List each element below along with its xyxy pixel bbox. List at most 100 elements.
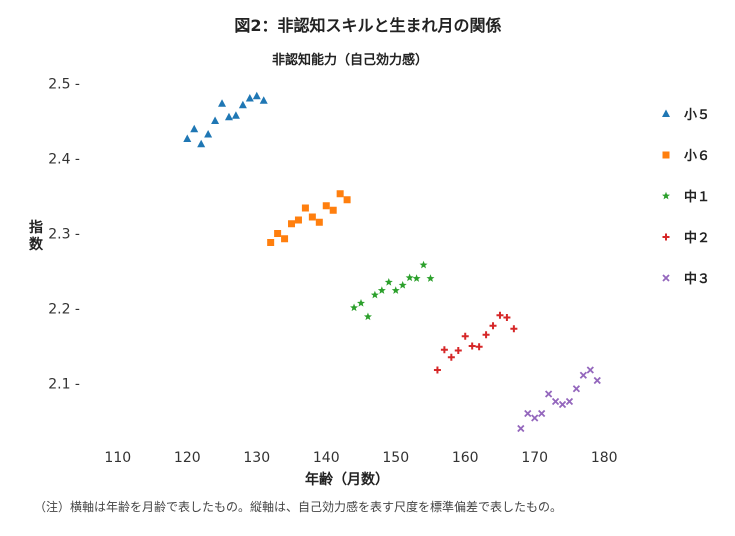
legend-marker — [662, 151, 670, 159]
data-point — [350, 303, 359, 312]
y-tick-label: 2.5 - — [48, 77, 80, 93]
data-point — [218, 99, 227, 107]
data-point — [496, 311, 504, 319]
legend-item: 小６ — [662, 149, 710, 164]
y-tick-label: 2.1 - — [48, 377, 80, 393]
x-tick-label: 130 — [243, 450, 270, 466]
data-point — [336, 190, 344, 198]
y-tick-label: 2.4 - — [48, 152, 80, 168]
data-point — [294, 216, 302, 224]
legend-label: 中１ — [684, 189, 710, 205]
x-tick-label: 120 — [174, 450, 201, 466]
data-point — [586, 366, 594, 374]
y-axis-label-char: 数 — [29, 236, 44, 253]
y-axis-label: 指数 — [29, 219, 44, 253]
x-tick-label: 160 — [452, 450, 479, 466]
data-point — [538, 409, 546, 418]
data-point — [245, 94, 254, 102]
data-point — [357, 299, 365, 307]
x-axis-label: 年齢（月数） — [305, 471, 389, 488]
data-point — [370, 290, 379, 299]
y-tick-label: 2.3 - — [48, 227, 80, 243]
y-axis-ticks: 2.1 - 2.2 - 2.3 - 2.4 - 2.5 - — [48, 77, 80, 393]
series-4 — [433, 311, 518, 374]
data-point — [391, 286, 400, 294]
data-point — [447, 353, 455, 361]
legend: 小５ 小６ 中１ 中２ 中３ — [662, 108, 710, 287]
data-point — [183, 134, 192, 142]
legend-item: 中３ — [662, 271, 710, 287]
data-point — [433, 366, 441, 374]
data-point — [475, 343, 483, 351]
y-tick-label: 2.2 - — [48, 302, 80, 318]
data-point — [315, 218, 323, 226]
data-point — [544, 390, 553, 398]
data-point — [377, 286, 386, 294]
x-tick-label: 170 — [521, 450, 548, 466]
series-3 — [350, 260, 435, 321]
legend-item: 小５ — [662, 108, 710, 123]
data-point — [503, 314, 511, 321]
data-point — [524, 409, 532, 418]
data-point — [211, 116, 220, 124]
data-point — [565, 397, 574, 406]
data-point — [252, 91, 261, 100]
series-1 — [183, 91, 268, 148]
legend-label: 小５ — [684, 108, 710, 123]
y-axis-label-char: 指 — [29, 219, 43, 236]
legend-marker — [662, 191, 670, 200]
data-series — [183, 91, 601, 433]
data-point — [426, 274, 435, 282]
data-point — [329, 206, 337, 214]
data-point — [238, 100, 247, 109]
chart-subtitle: 非認知能力（自己効力感） — [272, 52, 428, 68]
data-point — [489, 322, 497, 330]
data-point — [454, 347, 462, 354]
data-point — [274, 230, 282, 237]
data-point — [440, 346, 448, 354]
chart-title: 図2：非認知スキルと生まれ月の関係 — [234, 16, 501, 35]
data-point — [224, 112, 233, 121]
x-tick-label: 150 — [382, 450, 409, 466]
data-point — [301, 204, 309, 212]
legend-marker — [662, 274, 670, 282]
legend-item: 中１ — [662, 189, 710, 205]
data-point — [572, 385, 581, 393]
data-point — [197, 139, 206, 148]
data-point — [259, 96, 268, 104]
data-point — [231, 111, 240, 119]
x-tick-label: 140 — [313, 450, 340, 466]
data-point — [363, 312, 372, 321]
data-point — [190, 124, 199, 133]
legend-label: 中３ — [684, 271, 710, 287]
series-2 — [267, 190, 351, 246]
data-point — [579, 371, 587, 379]
legend-item: 中２ — [662, 230, 710, 246]
data-point — [517, 424, 525, 433]
legend-marker — [662, 109, 670, 117]
data-point — [461, 332, 469, 340]
footnote: （注）横軸は年齢を月齢で表したもの。縦軸は、自己効力感を表す尺度を標準偏差で表し… — [34, 499, 562, 514]
data-point — [267, 239, 275, 246]
data-point — [308, 213, 316, 221]
data-point — [468, 342, 476, 350]
data-point — [384, 278, 393, 286]
data-point — [551, 397, 560, 406]
x-tick-label: 180 — [591, 450, 618, 466]
x-tick-label: 110 — [104, 450, 131, 466]
data-point — [204, 130, 213, 138]
legend-label: 小６ — [684, 149, 710, 164]
data-point — [593, 376, 601, 385]
x-axis-ticks: 110 120 130 140 150 160 170 180 — [104, 450, 617, 466]
data-point — [510, 325, 518, 333]
series-5 — [517, 366, 601, 433]
data-point — [412, 274, 421, 282]
legend-label: 中２ — [684, 230, 710, 246]
data-point — [288, 220, 296, 228]
data-point — [343, 196, 351, 204]
data-point — [482, 331, 490, 339]
data-point — [531, 414, 539, 422]
data-point — [419, 260, 428, 269]
data-point — [398, 281, 407, 289]
